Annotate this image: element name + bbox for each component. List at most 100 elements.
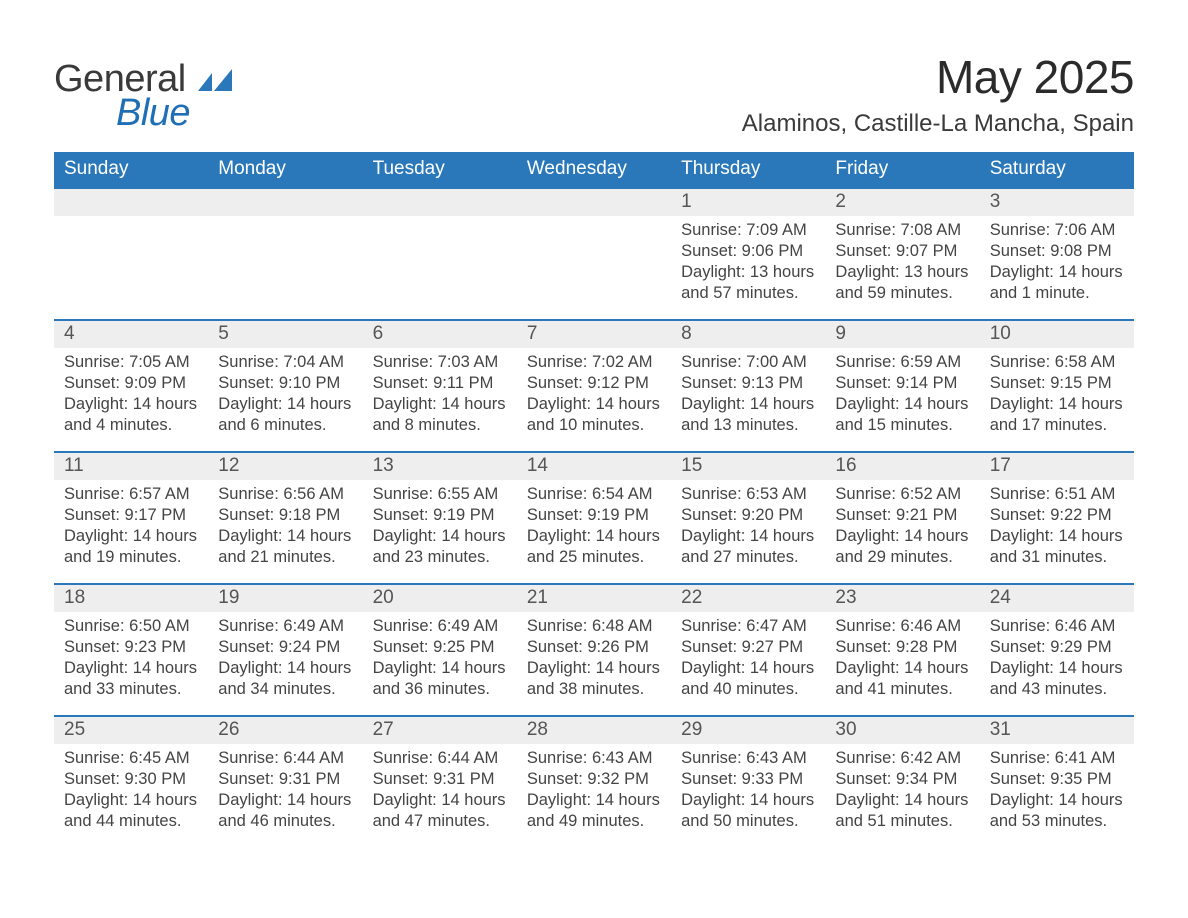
day-sunset: Sunset: 9:33 PM xyxy=(681,769,815,790)
day-details: Sunrise: 6:46 AMSunset: 9:28 PMDaylight:… xyxy=(825,612,979,700)
day-sunset: Sunset: 9:29 PM xyxy=(990,637,1124,658)
day-sunset: Sunset: 9:15 PM xyxy=(990,373,1124,394)
month-title: May 2025 xyxy=(742,50,1134,104)
day-details: Sunrise: 6:55 AMSunset: 9:19 PMDaylight:… xyxy=(363,480,517,568)
day-sunrise: Sunrise: 6:56 AM xyxy=(218,484,352,505)
day-daylight1: Daylight: 14 hours xyxy=(64,790,198,811)
day-daylight1: Daylight: 14 hours xyxy=(990,526,1124,547)
day-sunrise: Sunrise: 6:45 AM xyxy=(64,748,198,769)
day-details: Sunrise: 6:49 AMSunset: 9:25 PMDaylight:… xyxy=(363,612,517,700)
day-sunset: Sunset: 9:20 PM xyxy=(681,505,815,526)
day-daylight1: Daylight: 14 hours xyxy=(527,394,661,415)
logo-mark-icon xyxy=(198,58,232,100)
day-sunset: Sunset: 9:11 PM xyxy=(373,373,507,394)
day-sunrise: Sunrise: 6:51 AM xyxy=(990,484,1124,505)
day-sunrise: Sunrise: 6:41 AM xyxy=(990,748,1124,769)
calendar-day-cell: 30Sunrise: 6:42 AMSunset: 9:34 PMDayligh… xyxy=(825,716,979,848)
day-daylight1: Daylight: 14 hours xyxy=(373,658,507,679)
day-details: Sunrise: 6:45 AMSunset: 9:30 PMDaylight:… xyxy=(54,744,208,832)
calendar-day-cell xyxy=(517,188,671,320)
day-daylight2: and 6 minutes. xyxy=(218,415,352,436)
day-daylight2: and 43 minutes. xyxy=(990,679,1124,700)
day-daylight1: Daylight: 14 hours xyxy=(990,262,1124,283)
day-number: 27 xyxy=(363,717,517,744)
day-sunset: Sunset: 9:17 PM xyxy=(64,505,198,526)
day-sunrise: Sunrise: 6:47 AM xyxy=(681,616,815,637)
day-sunset: Sunset: 9:06 PM xyxy=(681,241,815,262)
day-daylight2: and 27 minutes. xyxy=(681,547,815,568)
day-number: 26 xyxy=(208,717,362,744)
day-sunrise: Sunrise: 6:53 AM xyxy=(681,484,815,505)
day-number: 18 xyxy=(54,585,208,612)
day-sunset: Sunset: 9:32 PM xyxy=(527,769,661,790)
day-daylight1: Daylight: 14 hours xyxy=(835,526,969,547)
day-number: 13 xyxy=(363,453,517,480)
day-details: Sunrise: 7:09 AMSunset: 9:06 PMDaylight:… xyxy=(671,216,825,304)
empty-day-bar xyxy=(517,189,671,216)
day-sunset: Sunset: 9:14 PM xyxy=(835,373,969,394)
day-sunrise: Sunrise: 6:52 AM xyxy=(835,484,969,505)
day-number: 3 xyxy=(980,189,1134,216)
day-details: Sunrise: 7:08 AMSunset: 9:07 PMDaylight:… xyxy=(825,216,979,304)
day-daylight2: and 33 minutes. xyxy=(64,679,198,700)
calendar-body: 1Sunrise: 7:09 AMSunset: 9:06 PMDaylight… xyxy=(54,188,1134,848)
day-sunset: Sunset: 9:35 PM xyxy=(990,769,1124,790)
day-number: 8 xyxy=(671,321,825,348)
day-daylight1: Daylight: 14 hours xyxy=(64,658,198,679)
weekday-header: Wednesday xyxy=(517,152,671,188)
day-daylight2: and 10 minutes. xyxy=(527,415,661,436)
day-details: Sunrise: 6:52 AMSunset: 9:21 PMDaylight:… xyxy=(825,480,979,568)
day-daylight1: Daylight: 14 hours xyxy=(218,394,352,415)
day-daylight2: and 25 minutes. xyxy=(527,547,661,568)
day-sunrise: Sunrise: 6:44 AM xyxy=(218,748,352,769)
day-daylight2: and 17 minutes. xyxy=(990,415,1124,436)
day-daylight2: and 13 minutes. xyxy=(681,415,815,436)
day-details: Sunrise: 6:59 AMSunset: 9:14 PMDaylight:… xyxy=(825,348,979,436)
day-sunset: Sunset: 9:13 PM xyxy=(681,373,815,394)
day-number: 24 xyxy=(980,585,1134,612)
day-sunset: Sunset: 9:34 PM xyxy=(835,769,969,790)
calendar-day-cell: 2Sunrise: 7:08 AMSunset: 9:07 PMDaylight… xyxy=(825,188,979,320)
day-sunrise: Sunrise: 6:49 AM xyxy=(373,616,507,637)
calendar-day-cell: 18Sunrise: 6:50 AMSunset: 9:23 PMDayligh… xyxy=(54,584,208,716)
calendar-day-cell: 10Sunrise: 6:58 AMSunset: 9:15 PMDayligh… xyxy=(980,320,1134,452)
day-sunset: Sunset: 9:22 PM xyxy=(990,505,1124,526)
calendar-day-cell: 4Sunrise: 7:05 AMSunset: 9:09 PMDaylight… xyxy=(54,320,208,452)
calendar-day-cell: 29Sunrise: 6:43 AMSunset: 9:33 PMDayligh… xyxy=(671,716,825,848)
day-number: 19 xyxy=(208,585,362,612)
day-sunrise: Sunrise: 6:49 AM xyxy=(218,616,352,637)
day-details: Sunrise: 6:54 AMSunset: 9:19 PMDaylight:… xyxy=(517,480,671,568)
day-sunrise: Sunrise: 6:57 AM xyxy=(64,484,198,505)
day-details: Sunrise: 6:46 AMSunset: 9:29 PMDaylight:… xyxy=(980,612,1134,700)
calendar-day-cell: 6Sunrise: 7:03 AMSunset: 9:11 PMDaylight… xyxy=(363,320,517,452)
day-daylight1: Daylight: 14 hours xyxy=(373,790,507,811)
day-number: 17 xyxy=(980,453,1134,480)
day-number: 22 xyxy=(671,585,825,612)
day-daylight2: and 29 minutes. xyxy=(835,547,969,568)
calendar-day-cell: 7Sunrise: 7:02 AMSunset: 9:12 PMDaylight… xyxy=(517,320,671,452)
calendar-week-row: 25Sunrise: 6:45 AMSunset: 9:30 PMDayligh… xyxy=(54,716,1134,848)
day-daylight1: Daylight: 14 hours xyxy=(527,658,661,679)
day-daylight1: Daylight: 14 hours xyxy=(218,790,352,811)
day-sunrise: Sunrise: 6:55 AM xyxy=(373,484,507,505)
calendar-day-cell: 9Sunrise: 6:59 AMSunset: 9:14 PMDaylight… xyxy=(825,320,979,452)
calendar-week-row: 4Sunrise: 7:05 AMSunset: 9:09 PMDaylight… xyxy=(54,320,1134,452)
day-daylight2: and 57 minutes. xyxy=(681,283,815,304)
day-sunset: Sunset: 9:26 PM xyxy=(527,637,661,658)
day-daylight1: Daylight: 14 hours xyxy=(373,394,507,415)
calendar-day-cell: 11Sunrise: 6:57 AMSunset: 9:17 PMDayligh… xyxy=(54,452,208,584)
day-sunset: Sunset: 9:08 PM xyxy=(990,241,1124,262)
day-daylight2: and 46 minutes. xyxy=(218,811,352,832)
calendar-table: SundayMondayTuesdayWednesdayThursdayFrid… xyxy=(54,152,1134,848)
day-daylight2: and 53 minutes. xyxy=(990,811,1124,832)
day-sunrise: Sunrise: 7:00 AM xyxy=(681,352,815,373)
day-daylight1: Daylight: 14 hours xyxy=(218,526,352,547)
day-details: Sunrise: 6:43 AMSunset: 9:32 PMDaylight:… xyxy=(517,744,671,832)
day-sunset: Sunset: 9:31 PM xyxy=(218,769,352,790)
day-details: Sunrise: 6:44 AMSunset: 9:31 PMDaylight:… xyxy=(363,744,517,832)
calendar-day-cell: 27Sunrise: 6:44 AMSunset: 9:31 PMDayligh… xyxy=(363,716,517,848)
day-daylight1: Daylight: 14 hours xyxy=(527,526,661,547)
day-number: 11 xyxy=(54,453,208,480)
day-details: Sunrise: 6:49 AMSunset: 9:24 PMDaylight:… xyxy=(208,612,362,700)
calendar-day-cell: 31Sunrise: 6:41 AMSunset: 9:35 PMDayligh… xyxy=(980,716,1134,848)
